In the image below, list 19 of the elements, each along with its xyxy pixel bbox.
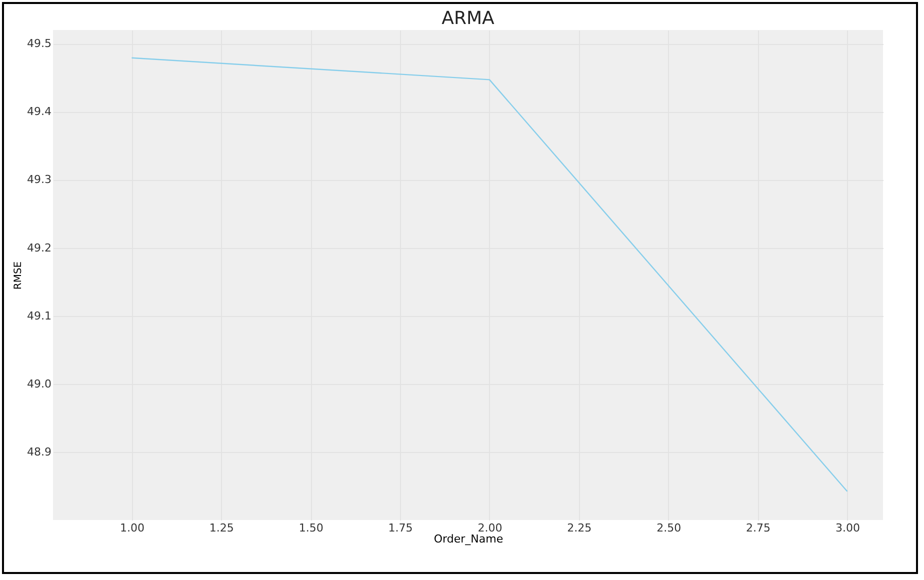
y-axis-title: RMSE — [13, 261, 24, 290]
x-tick-label: 2.50 — [656, 522, 682, 534]
x-tick-label: 2.75 — [746, 522, 771, 534]
y-tick-label: 49.1 — [27, 309, 52, 322]
y-tick-label: 48.9 — [27, 445, 52, 458]
y-tick-label: 49.5 — [27, 37, 52, 50]
x-tick-label: 1.25 — [209, 522, 234, 534]
x-tick-label: 3.00 — [835, 522, 860, 534]
x-tick-label: 1.75 — [388, 522, 413, 534]
x-tick-label: 2.25 — [567, 522, 592, 534]
y-tick-label: 49.0 — [27, 377, 52, 390]
x-tick-label: 1.50 — [298, 522, 324, 534]
y-tick-label: 49.2 — [27, 241, 52, 254]
x-tick-label: 2.00 — [478, 522, 502, 534]
y-tick-label: 49.3 — [27, 173, 52, 186]
y-tick-label: 49.4 — [27, 105, 52, 118]
x-axis-title: Order_Name — [434, 532, 504, 546]
x-tick-label: 1.00 — [120, 522, 144, 534]
chart-title: ARMA — [442, 8, 496, 29]
